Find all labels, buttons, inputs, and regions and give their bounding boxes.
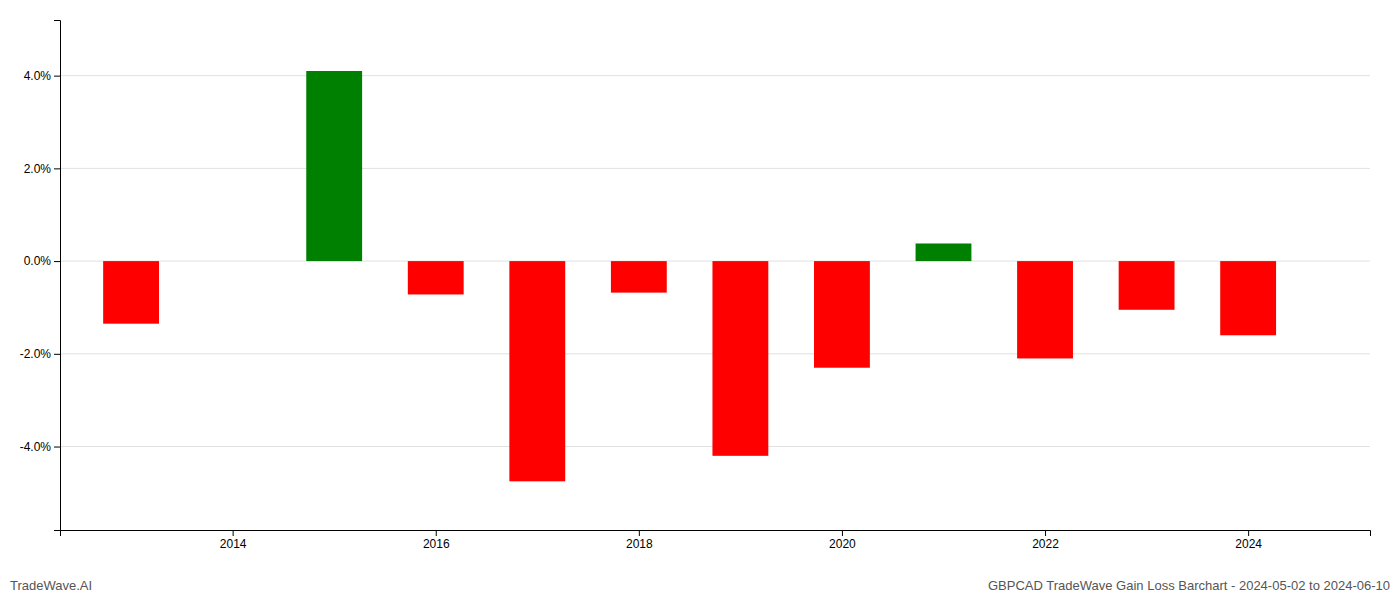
bar (611, 261, 667, 293)
footer-text: TradeWave.AI (10, 578, 92, 593)
footer-text: GBPCAD TradeWave Gain Loss Barchart - 20… (988, 578, 1390, 593)
y-tick: 0.0% (24, 254, 60, 268)
grid-line (60, 168, 1370, 169)
x-tick: 2022 (1032, 530, 1059, 551)
y-axis: -4.0% -2.0% 0.0% 2.0% 4.0% (20, 21, 61, 531)
x-axis-line (61, 531, 1371, 537)
y-tick-mark (54, 354, 60, 355)
bar (916, 243, 972, 261)
x-tick-label: 2024 (1235, 537, 1262, 551)
x-tick-mark (1045, 530, 1046, 536)
x-tick: 2020 (829, 530, 856, 551)
y-tick: 4.0% (24, 69, 60, 83)
x-tick: 2014 (220, 530, 247, 551)
y-tick-label: 4.0% (24, 69, 52, 83)
bar (712, 261, 768, 456)
y-tick-mark (54, 261, 60, 262)
x-tick-label: 2014 (220, 537, 247, 551)
y-tick-label: 0.0% (24, 254, 52, 268)
y-tick: 2.0% (24, 162, 60, 176)
bar (1220, 261, 1276, 335)
x-tick-label: 2018 (626, 537, 653, 551)
bar (509, 261, 565, 481)
x-tick-mark (436, 530, 437, 536)
x-tick: 2018 (626, 530, 653, 551)
x-tick-mark (1248, 530, 1249, 536)
bar (306, 71, 362, 261)
x-tick: 2024 (1235, 530, 1262, 551)
bars (103, 71, 1276, 481)
y-tick-label: 2.0% (24, 162, 52, 176)
y-axis-line (54, 21, 61, 531)
chart: 2014 2016 2018 2020 2022 2024 -4.0% -2.0% 0.0% 2.… (0, 0, 1400, 600)
bar (1119, 261, 1175, 310)
x-tick-mark (842, 530, 843, 536)
y-tick: -2.0% (20, 347, 60, 361)
x-tick-label: 2022 (1032, 537, 1059, 551)
x-tick-label: 2020 (829, 537, 856, 551)
bar (1017, 261, 1073, 358)
y-tick-label: -4.0% (20, 440, 52, 454)
bar (408, 261, 464, 294)
y-tick-mark (54, 447, 60, 448)
x-tick: 2016 (423, 530, 450, 551)
x-tick-mark (639, 530, 640, 536)
x-tick-label: 2016 (423, 537, 450, 551)
grid-line (60, 75, 1370, 76)
x-tick-mark (233, 530, 234, 536)
x-axis: 2014 2016 2018 2020 2022 2024 (61, 530, 1371, 551)
bar (814, 261, 870, 368)
y-tick-mark (54, 168, 60, 169)
footer: TradeWave.AI GBPCAD TradeWave Gain Loss B… (10, 578, 1390, 593)
y-tick-mark (54, 76, 60, 77)
y-tick-label: -2.0% (20, 347, 52, 361)
y-tick: -4.0% (20, 440, 60, 454)
bar (103, 261, 159, 324)
